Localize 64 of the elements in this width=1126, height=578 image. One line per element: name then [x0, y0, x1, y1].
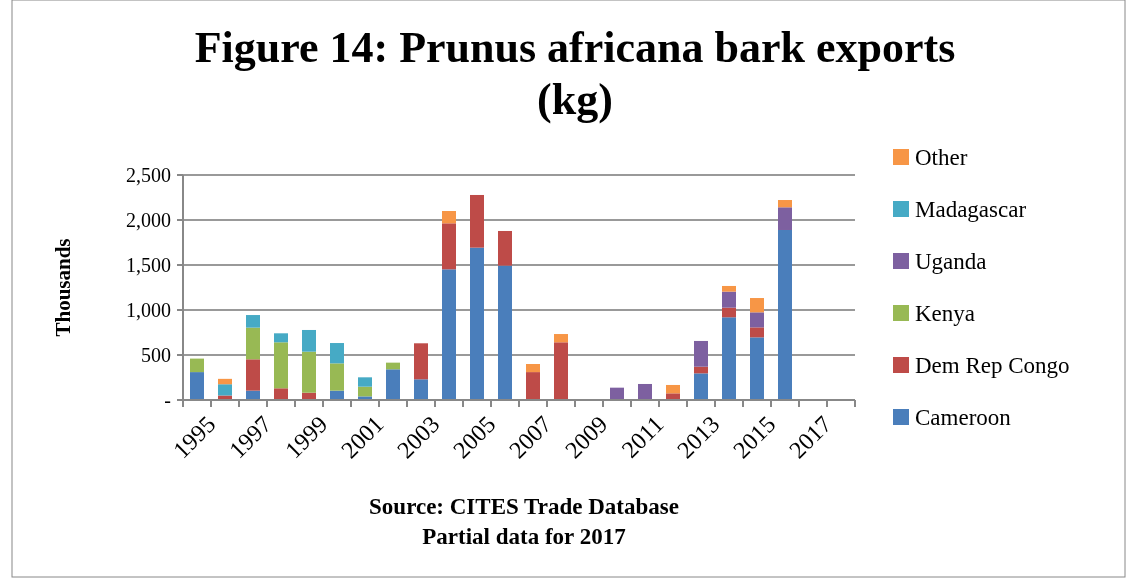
legend-label: Uganda — [915, 249, 987, 275]
bar — [778, 229, 792, 400]
bar — [330, 343, 344, 364]
bar — [470, 247, 484, 400]
y-tick-label: 1,500 — [126, 254, 171, 276]
legend-label: Cameroon — [915, 405, 1012, 431]
bar — [666, 384, 680, 394]
y-axis-title: Thousands — [51, 238, 75, 337]
bar — [246, 327, 260, 360]
bar — [498, 265, 512, 400]
bar — [302, 351, 316, 393]
bar — [722, 285, 736, 292]
bar — [694, 373, 708, 400]
bar — [442, 223, 456, 270]
bar — [750, 337, 764, 400]
text: Partial data for 2017 — [422, 524, 626, 549]
bar — [246, 359, 260, 391]
bar — [554, 334, 568, 343]
bar — [442, 269, 456, 400]
bar — [778, 207, 792, 230]
legend-label: Dem Rep Congo — [915, 353, 1070, 379]
bar — [498, 230, 512, 266]
bar — [414, 379, 428, 400]
bar — [694, 366, 708, 374]
bar — [274, 388, 288, 400]
legend-label: Madagascar — [915, 197, 1027, 223]
bar — [246, 315, 260, 328]
y-tick-label: 2,000 — [126, 209, 171, 231]
bar — [722, 307, 736, 318]
y-tick-label: 2,500 — [126, 164, 171, 186]
y-tick-label: 500 — [141, 344, 171, 366]
source-note: Source: CITES Trade Database — [369, 494, 679, 519]
bar — [358, 377, 372, 387]
bar — [722, 317, 736, 400]
legend-label: Other — [915, 145, 968, 171]
bar — [274, 333, 288, 343]
bar — [526, 364, 540, 373]
bar — [554, 342, 568, 400]
bar — [330, 363, 344, 391]
bar — [218, 378, 232, 385]
bar — [638, 383, 652, 400]
bar — [470, 194, 484, 248]
bar — [358, 386, 372, 397]
bar — [722, 291, 736, 308]
y-tick-label: - — [164, 389, 171, 411]
bar — [218, 384, 232, 396]
bar — [442, 211, 456, 224]
bar — [414, 343, 428, 380]
bar — [750, 312, 764, 328]
chart-title: Figure 14: Prunus africana bark exports (kg) — [194, 23, 956, 124]
bar — [778, 200, 792, 208]
bar — [386, 362, 400, 370]
bar — [190, 372, 204, 400]
bar — [694, 340, 708, 367]
bar — [190, 358, 204, 373]
bar — [386, 369, 400, 400]
bar — [302, 329, 316, 352]
y-tick-label: 1,000 — [126, 299, 171, 321]
legend-label: Kenya — [915, 301, 976, 327]
bar — [750, 298, 764, 313]
bar — [274, 342, 288, 389]
bar — [526, 372, 540, 400]
bar — [750, 327, 764, 338]
bar — [666, 393, 680, 400]
